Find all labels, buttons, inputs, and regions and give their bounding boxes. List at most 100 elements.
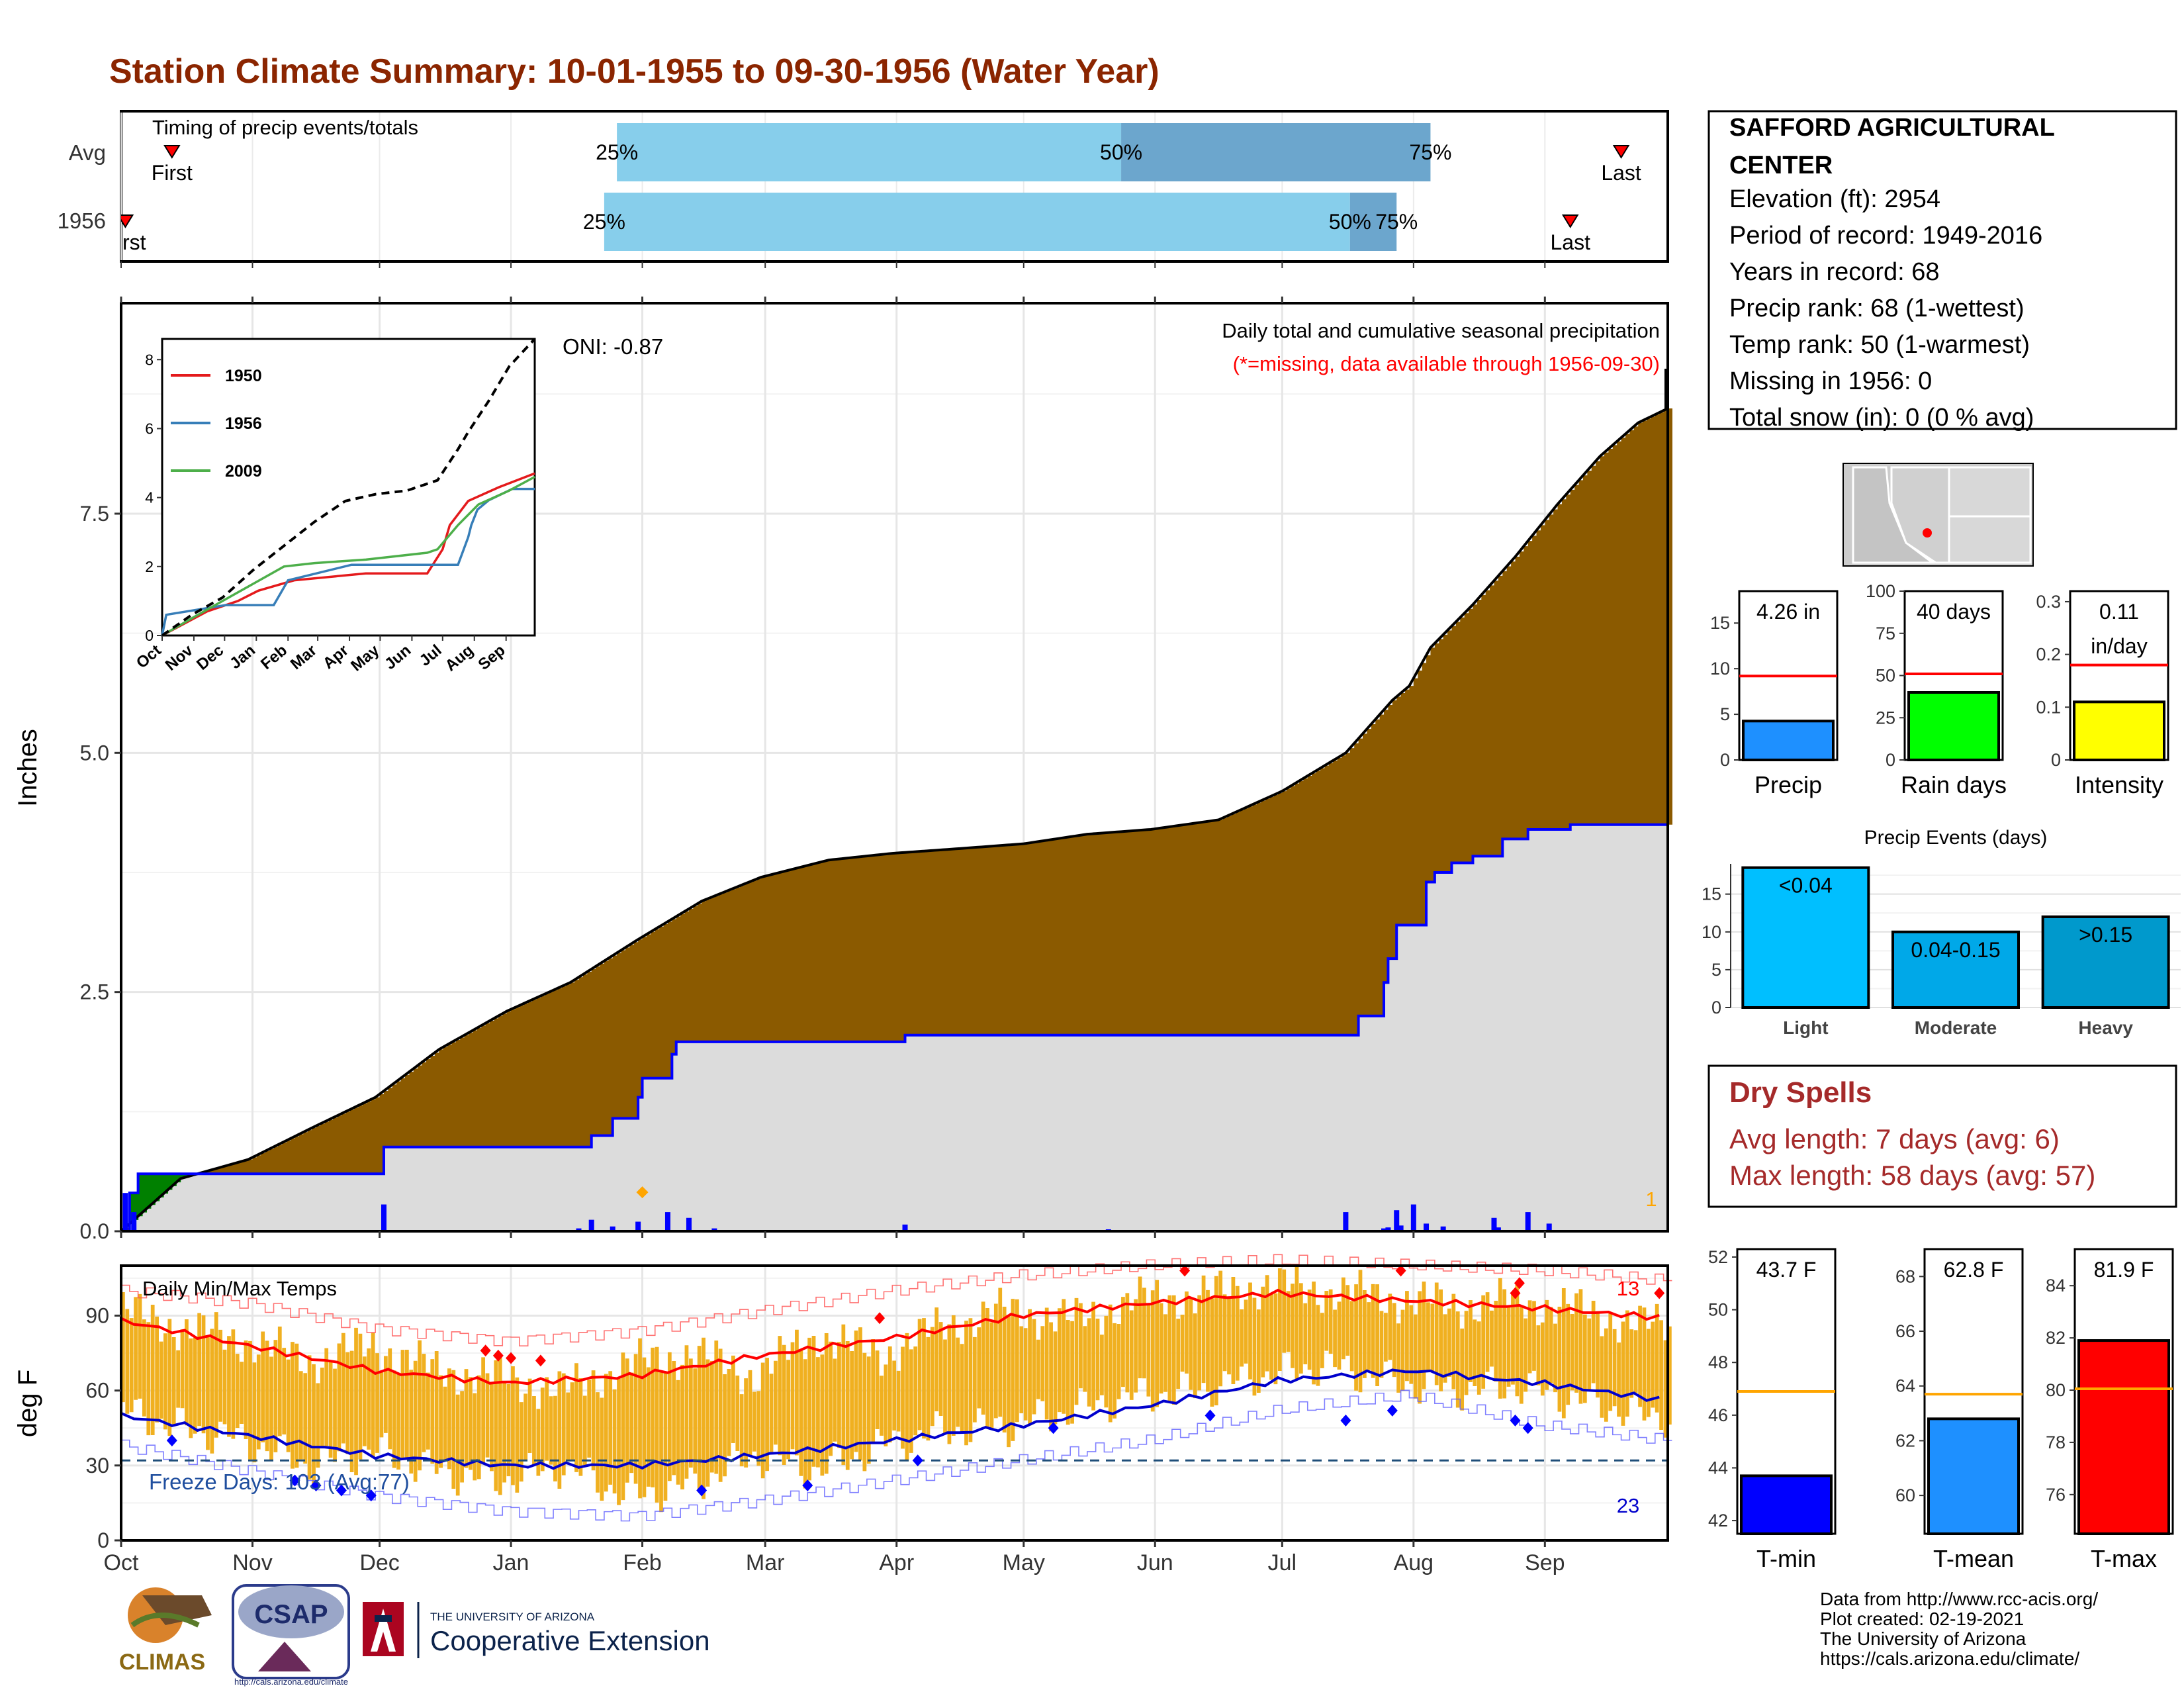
footer-line-source: Data from http://www.rcc-acis.org/ <box>1820 1589 2098 1609</box>
record-high-marker <box>1514 1277 1525 1289</box>
summary-y-label: 75 <box>1876 624 1895 643</box>
timing-marker <box>163 145 181 159</box>
events-y-label: 15 <box>1702 884 1721 904</box>
station-precip-rank: Precip rank: 68 (1-wettest) <box>1729 295 2025 322</box>
inset-legend-label: 1956 <box>225 414 262 433</box>
timing-marker-label: First <box>105 230 146 254</box>
inset-series-avg <box>161 338 536 637</box>
summary-y-label: 15 <box>1710 613 1730 633</box>
dry-spells-avg: Avg length: 7 days (avg: 6) <box>1729 1123 2060 1154</box>
climas-logo-text: CLIMAS <box>119 1650 205 1675</box>
summary-panel-t-mean: 60 62 64 66 68 62.8 F T-mean <box>1895 1248 2024 1572</box>
summary-panel-rain-days: 0 25 50 75 100 40 days Rain days <box>1866 581 2007 798</box>
summary-y-label: 0.2 <box>2036 645 2061 665</box>
summary-temp-panels: 42 44 46 48 50 52 43.7 F T-min 60 62 64 66 68 62.8 F T… <box>1708 1247 2174 1572</box>
temp-y-tick-label: 90 <box>85 1303 109 1327</box>
precip-events-chart: Precip Events (days) 0 5 10 15 <0.04 Light 0.0… <box>1702 827 2181 1038</box>
month-label: Apr <box>879 1550 914 1575</box>
summary-panel-label: Precip <box>1754 771 1822 798</box>
record-low-marker <box>1522 1422 1533 1434</box>
month-label: Jan <box>493 1550 529 1575</box>
timing-bar-25-50 <box>604 193 1350 251</box>
timing-label-50: 50% <box>1329 210 1371 234</box>
page-title: Station Climate Summary: 10-01-1955 to 0… <box>109 52 1160 91</box>
timing-marker <box>1612 145 1630 159</box>
footer-line-url: https://cals.arizona.edu/climate/ <box>1820 1648 2079 1669</box>
timing-label-50: 50% <box>1100 140 1142 164</box>
ua-logo-small: THE UNIVERSITY OF ARIZONA <box>430 1611 595 1623</box>
timing-label-75: 75% <box>1409 140 1451 164</box>
month-label: Aug <box>1394 1550 1434 1575</box>
temp-y-tick-label: 30 <box>85 1454 109 1477</box>
main-y-axis-label: Inches <box>13 729 42 807</box>
summary-y-label: 0 <box>1886 750 1895 770</box>
daily-precip-bar <box>635 1221 641 1231</box>
timing-label-25: 25% <box>583 210 625 234</box>
summary-y-label: 50 <box>1876 666 1895 686</box>
summary-y-label: 64 <box>1895 1376 1915 1396</box>
daily-precip-bar <box>711 1228 717 1231</box>
summary-panel-label: Intensity <box>2075 771 2163 798</box>
summary-panel-t-max: 76 78 80 82 84 81.9 F T-max <box>2046 1248 2174 1572</box>
summary-y-label: 82 <box>2046 1328 2066 1348</box>
summary-value-bar <box>2077 1339 2170 1535</box>
oni-label: ONI: -0.87 <box>563 334 663 359</box>
month-label: Mar <box>746 1550 785 1575</box>
summary-y-label: 66 <box>1895 1321 1915 1341</box>
timing-marker <box>121 214 134 228</box>
summary-value-label: in/day <box>2091 634 2147 658</box>
missing-count: 1 <box>1645 1188 1657 1211</box>
summary-y-label: 46 <box>1708 1405 1728 1425</box>
month-label: Jun <box>1137 1550 1173 1575</box>
hot-days-count: 13 <box>1617 1277 1639 1300</box>
y-tick-label: 0.0 <box>80 1219 109 1243</box>
summary-y-label: 42 <box>1708 1511 1728 1530</box>
freeze-days-label: Freeze Days: 103 (Avg:77) <box>149 1470 410 1494</box>
record-low-marker <box>696 1484 707 1497</box>
climas-logo: CLIMAS <box>119 1587 212 1675</box>
summary-y-label: 5 <box>1720 704 1730 724</box>
record-high-line <box>121 1254 1672 1346</box>
summary-y-label: 100 <box>1866 581 1895 601</box>
summary-value-bar <box>1907 691 2000 761</box>
deficit-area <box>125 408 1673 1231</box>
summary-panel-t-min: 42 44 46 48 50 52 43.7 F T-min <box>1708 1247 1837 1572</box>
record-high-marker <box>1395 1264 1406 1277</box>
record-high-marker <box>480 1344 491 1357</box>
events-bar <box>1741 866 1870 1009</box>
dry-spells-box: Dry Spells Avg length: 7 days (avg: 6) M… <box>1707 1064 2177 1208</box>
record-high-marker <box>1179 1264 1191 1277</box>
temp-y-tick-label: 0 <box>97 1528 109 1552</box>
temperature-chart: 0 30 60 90 Daily Min/Max Temps Freeze Days:… <box>13 1254 1672 1575</box>
summary-panel-label: T-max <box>2091 1545 2157 1572</box>
station-period: Period of record: 1949-2016 <box>1729 222 2042 250</box>
record-low-marker <box>1510 1414 1521 1427</box>
events-bar-label: >0.15 <box>2079 923 2132 947</box>
daily-precip-bar <box>1385 1227 1391 1231</box>
location-map <box>1843 463 2034 567</box>
events-y-label: 10 <box>1702 922 1721 942</box>
dry-spells-title: Dry Spells <box>1729 1076 1872 1109</box>
events-bar <box>2041 915 2170 1009</box>
record-low-marker <box>365 1489 377 1502</box>
inset-y-label: 8 <box>145 351 154 368</box>
summary-y-label: 25 <box>1876 708 1895 727</box>
summary-y-label: 10 <box>1710 659 1730 679</box>
month-label: Jul <box>1268 1550 1297 1575</box>
summary-y-label: 60 <box>1895 1485 1915 1505</box>
record-low-marker <box>310 1479 322 1491</box>
summary-y-label: 0 <box>2051 750 2061 770</box>
station-missing: Missing in 1956: 0 <box>1729 367 1932 395</box>
temp-y-axis-label: deg F <box>13 1370 42 1437</box>
inset-legend-label: 1950 <box>225 367 262 385</box>
dry-spells-max: Max length: 58 days (avg: 57) <box>1729 1160 2095 1191</box>
daily-precip-bar <box>1424 1223 1430 1231</box>
timing-label-25: 25% <box>596 140 638 164</box>
events-y-label: 5 <box>1711 960 1721 980</box>
daily-precip-bar <box>1398 1225 1404 1231</box>
summary-y-label: 0.3 <box>2036 592 2061 612</box>
summary-panel-label: Rain days <box>1901 771 2007 798</box>
summary-panel-intensity: 0 0.1 0.2 0.3 0.11 in/day Intensity <box>2036 590 2169 798</box>
